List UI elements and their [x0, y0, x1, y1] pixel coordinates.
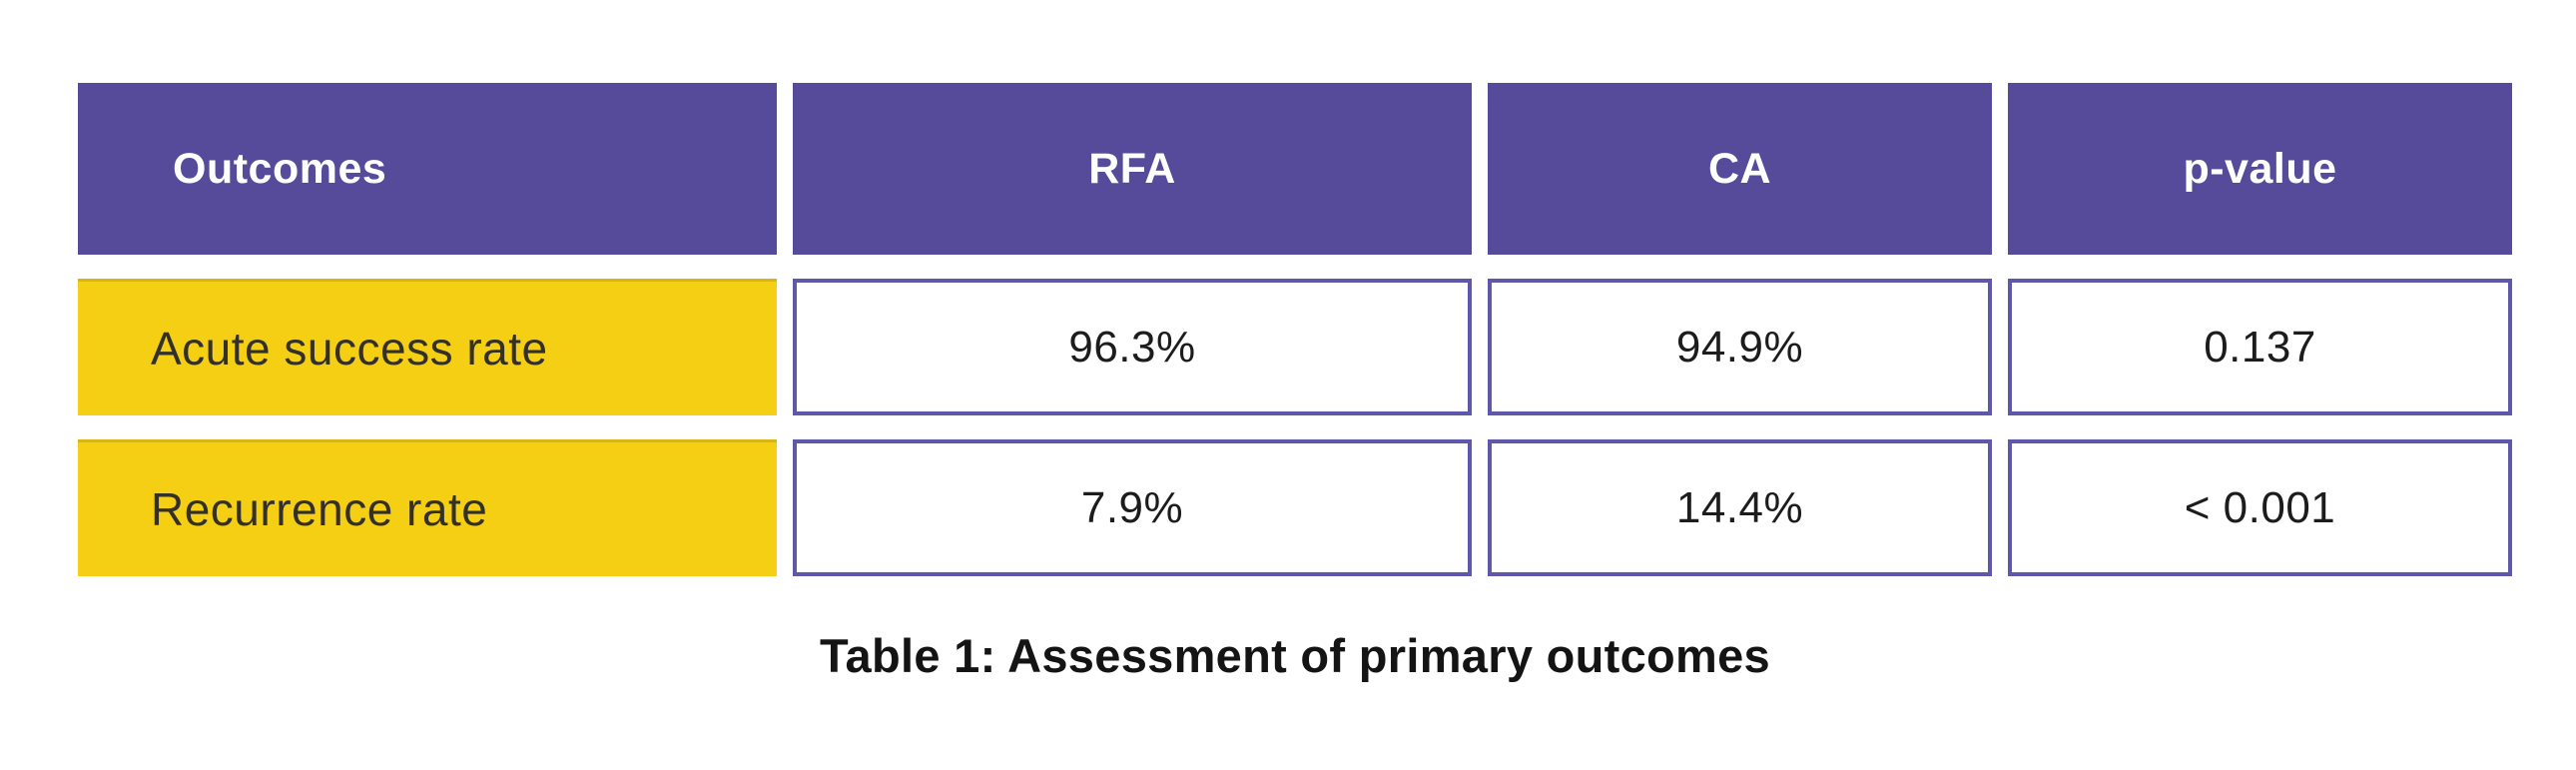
row-label-text: Acute success rate — [151, 323, 548, 375]
header-cell-outcomes: Outcomes — [78, 83, 777, 255]
cell-value: 94.9% — [1675, 322, 1804, 372]
row-label-text: Recurrence rate — [151, 483, 488, 535]
row-label-acute-success-rate: Acute success rate — [78, 279, 777, 415]
cell-value: 96.3% — [1068, 322, 1196, 372]
header-label-p-value: p-value — [2183, 144, 2337, 193]
header-label-ca: CA — [1707, 144, 1772, 193]
cell-acute-p-value: 0.137 — [2008, 279, 2512, 415]
cell-value: 7.9% — [1080, 482, 1184, 532]
cell-value: < 0.001 — [2184, 482, 2336, 532]
header-label-outcomes: Outcomes — [173, 144, 387, 193]
header-cell-ca: CA — [1488, 83, 1992, 255]
cell-value: 14.4% — [1675, 482, 1804, 532]
table-caption: Table 1: Assessment of primary outcomes — [820, 629, 1770, 682]
row-label-recurrence-rate: Recurrence rate — [78, 439, 777, 576]
cell-recurrence-rfa: 7.9% — [793, 439, 1472, 576]
cell-acute-ca: 94.9% — [1488, 279, 1992, 415]
header-label-rfa: RFA — [1088, 144, 1176, 193]
outcomes-table: Outcomes RFA CA p-value Acute success ra… — [78, 83, 2576, 576]
cell-recurrence-p-value: < 0.001 — [2008, 439, 2512, 576]
cell-acute-rfa: 96.3% — [793, 279, 1472, 415]
cell-value: 0.137 — [2204, 322, 2316, 372]
cell-recurrence-ca: 14.4% — [1488, 439, 1992, 576]
header-cell-rfa: RFA — [793, 83, 1472, 255]
header-cell-p-value: p-value — [2008, 83, 2512, 255]
